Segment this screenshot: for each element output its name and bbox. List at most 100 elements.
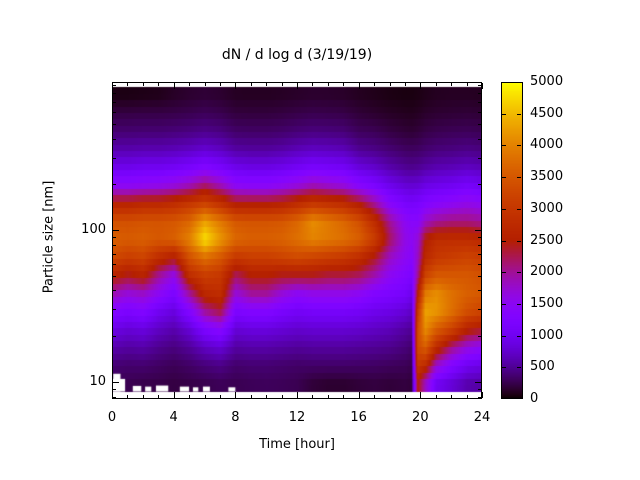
colorbar-tick-label: 4500: [530, 105, 564, 121]
x-tick-top: [358, 83, 360, 89]
x-tick-top: [112, 83, 113, 89]
y-minor-tick-right: [478, 85, 481, 87]
colorbar-tick: [502, 208, 506, 210]
x-tick-label: 20: [412, 410, 429, 425]
colorbar-tick-label: 0: [530, 391, 539, 406]
x-tick-label: 24: [473, 410, 491, 425]
heatmap-canvas: [112, 82, 482, 399]
x-tick: [235, 392, 237, 398]
colorbar-canvas: [501, 82, 523, 399]
y-tick-label: 100: [81, 222, 106, 238]
y-minor-tick-right: [478, 253, 481, 255]
y-minor-tick: [113, 275, 116, 277]
colorbar-tick-label: 3500: [530, 169, 564, 185]
colorbar-tick: [502, 303, 506, 305]
x-tick: [127, 395, 129, 398]
y-minor-tick: [113, 290, 116, 292]
colorbar-tick: [517, 177, 521, 179]
x-tick: [327, 395, 329, 398]
x-tick-top: [250, 83, 252, 86]
x-tick-label: 0: [107, 410, 117, 425]
y-minor-tick-right: [478, 236, 481, 238]
x-tick-label: 12: [288, 410, 306, 425]
x-tick: [482, 392, 483, 398]
x-tick: [281, 395, 283, 398]
y-minor-tick: [113, 138, 116, 140]
colorbar-tick: [502, 367, 506, 369]
x-tick-top: [404, 83, 406, 86]
x-tick: [173, 392, 175, 398]
x-tick: [420, 392, 422, 398]
colorbar-tick: [517, 272, 521, 274]
colorbar-tick-label: 5000: [530, 74, 564, 89]
colorbar-tick: [517, 240, 521, 242]
y-minor-tick-right: [478, 290, 481, 292]
x-tick: [404, 395, 406, 398]
x-tick: [312, 395, 314, 398]
x-tick-top: [173, 83, 175, 89]
colorbar-tick: [517, 145, 521, 147]
y-axis-title: Particle size [nm]: [41, 180, 57, 294]
y-minor-tick: [113, 388, 116, 390]
x-tick-label: 8: [231, 410, 240, 425]
colorbar-tick: [517, 335, 521, 337]
y-minor-tick: [113, 111, 116, 113]
x-tick-top: [297, 83, 298, 89]
plot-frame: [112, 82, 482, 399]
y-minor-tick-right: [478, 138, 481, 140]
colorbar-tick: [517, 208, 521, 210]
y-minor-tick-right: [478, 309, 481, 311]
y-minor-tick: [113, 184, 116, 186]
x-tick-top: [189, 83, 191, 86]
colorbar-frame: [501, 82, 523, 399]
y-minor-tick-right: [478, 184, 481, 186]
colorbar-tick: [502, 335, 506, 337]
x-tick: [189, 395, 191, 398]
x-tick: [389, 395, 391, 398]
colorbar-tick-label: 1500: [530, 295, 564, 311]
y-minor-tick-right: [478, 336, 481, 338]
x-tick: [374, 395, 376, 398]
y-minor-tick-right: [478, 244, 481, 246]
y-minor-tick: [113, 244, 116, 246]
y-minor-tick: [113, 157, 116, 159]
y-minor-tick: [113, 253, 116, 255]
y-minor-tick: [113, 309, 116, 311]
colorbar-tick: [502, 145, 506, 147]
x-tick-top: [327, 83, 329, 86]
y-minor-tick-right: [478, 275, 481, 277]
x-tick-label: 16: [350, 410, 367, 425]
colorbar-tick: [502, 177, 506, 179]
colorbar-tick: [517, 303, 521, 305]
y-minor-tick: [113, 92, 116, 94]
x-tick-top: [451, 83, 453, 86]
y-minor-tick-right: [478, 123, 481, 125]
y-minor-tick: [113, 236, 116, 238]
x-axis-title: Time [hour]: [259, 437, 335, 452]
y-minor-tick: [113, 85, 116, 87]
x-tick-top: [266, 83, 268, 86]
colorbar-tick-label: 2000: [530, 264, 564, 280]
x-tick: [435, 395, 437, 398]
x-tick-top: [235, 83, 237, 89]
colorbar-tick: [517, 367, 521, 369]
x-tick: [158, 395, 160, 398]
x-tick: [142, 395, 144, 398]
x-tick-top: [374, 83, 376, 86]
y-minor-tick: [113, 123, 116, 125]
chart-title: dN / d log d (3/19/19): [221, 47, 373, 63]
x-tick: [466, 395, 468, 398]
y-tick-right: [475, 381, 481, 383]
x-tick: [451, 395, 453, 398]
x-tick-top: [420, 83, 422, 89]
x-tick-top: [389, 83, 391, 86]
x-tick-top: [158, 83, 160, 86]
y-minor-tick-right: [478, 263, 481, 265]
y-minor-tick: [113, 336, 116, 338]
x-tick: [204, 395, 206, 398]
x-tick: [297, 392, 298, 398]
x-tick-top: [312, 83, 314, 86]
x-tick: [112, 392, 113, 398]
x-tick-top: [204, 83, 206, 86]
